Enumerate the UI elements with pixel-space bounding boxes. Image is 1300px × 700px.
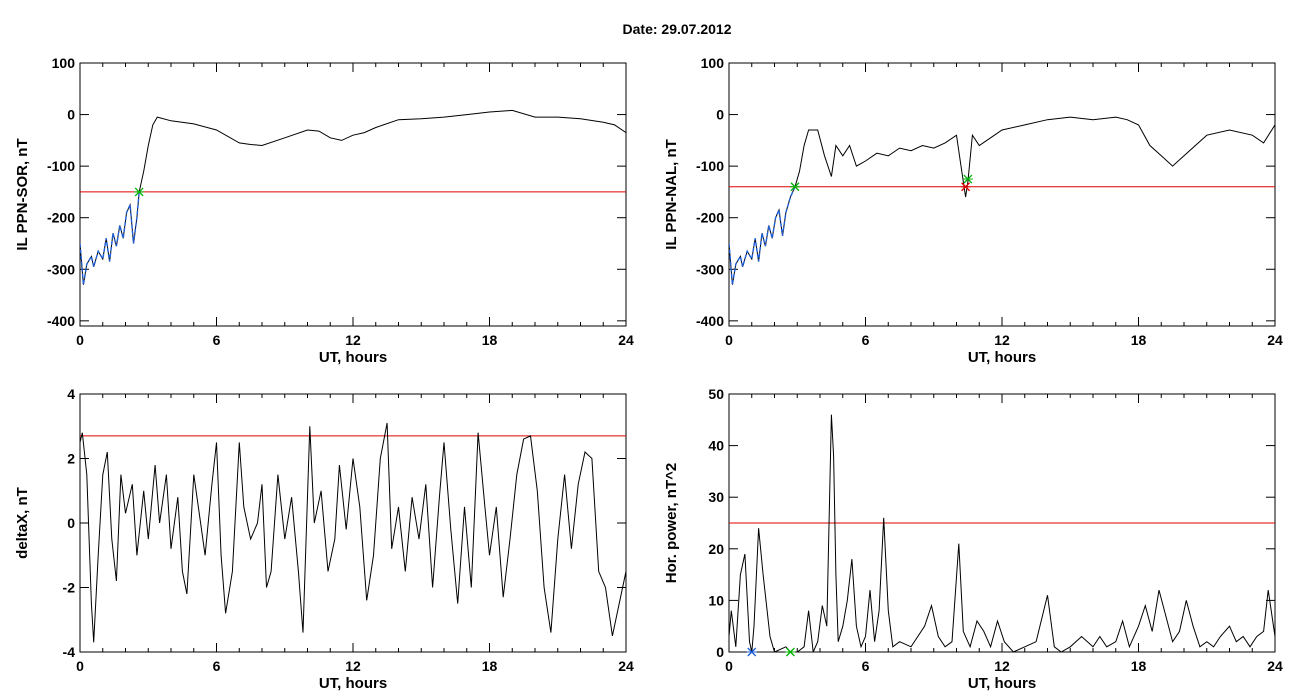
x-tick-label: 24 [618,658,634,674]
plot-area [80,422,626,643]
y-tick-label: -200 [47,210,75,226]
plot-area [729,414,1275,652]
y-tick-label: 100 [701,55,725,71]
plot-frame [79,393,627,653]
x-tick-label: 18 [482,332,498,348]
x-tick-label: 18 [1131,658,1147,674]
x-tick-label: 24 [1267,332,1283,348]
x-tick-label: 18 [1131,332,1147,348]
event-marker [962,174,973,184]
plot-area [729,116,1275,285]
y-tick-label: -300 [47,261,75,277]
y-axis-label: Hor. power, nT^2 [663,463,680,583]
y-tick-label: 0 [716,644,724,660]
x-tick-label: 12 [994,658,1010,674]
y-tick-label: -200 [696,210,724,226]
y-tick-label: 100 [52,55,76,71]
x-tick-label: 0 [725,658,733,674]
event-marker [746,647,757,657]
x-tick-label: 12 [345,332,361,348]
event-marker [134,187,145,197]
series-line [80,109,626,285]
y-tick-label: 2 [67,451,75,467]
y-axis-label: deltaX, nT [14,487,31,559]
x-tick-label: 12 [994,332,1010,348]
plot-frame [79,62,627,327]
x-tick-label: 12 [345,658,361,674]
y-tick-label: 30 [708,489,724,505]
highlight-segment [729,186,796,285]
y-tick-label: -4 [63,644,76,660]
y-tick-label: 0 [716,107,724,123]
x-axis-label: UT, hours [968,675,1036,692]
x-tick-label: 6 [213,658,221,674]
chart-panel-p4: 0 6 12 18 24 50 40 30 20 10 0 UT, hours Hor. power, … [663,386,1283,692]
event-marker [960,182,971,192]
series-line [80,422,626,643]
y-tick-label: -100 [47,158,75,174]
x-tick-label: 6 [213,332,221,348]
x-tick-label: 6 [862,658,870,674]
x-tick-label: 6 [862,332,870,348]
event-marker [785,647,796,657]
y-axis-label: IL PPN-SOR, nT [14,138,31,250]
x-axis-label: UT, hours [968,349,1036,366]
highlight-segment [80,191,140,285]
chart-panel-p1: 0 6 12 18 24 100 0 -100 -200 -300 -400 UT, hours IL … [14,55,634,366]
y-tick-label: -2 [63,580,76,596]
x-axis-label: UT, hours [319,675,387,692]
x-tick-label: 24 [618,332,634,348]
date-title: Date: 29.07.2012 [623,21,732,37]
y-tick-label: 0 [67,107,75,123]
y-tick-label: -300 [696,261,724,277]
x-tick-label: 0 [725,332,733,348]
y-tick-label: 20 [708,541,724,557]
chart-panel-p3: 0 6 12 18 24 4 2 0 -2 -4 UT, hours deltaX, nT [14,386,634,692]
plot-frame [728,62,1276,327]
x-axis-label: UT, hours [319,349,387,366]
y-tick-label: -400 [696,313,724,329]
y-axis-label: IL PPN-NAL, nT [663,139,680,250]
y-tick-label: -400 [47,313,75,329]
y-tick-label: 10 [708,592,724,608]
series-line [729,116,1275,285]
y-tick-label: 0 [67,515,75,531]
y-tick-label: 4 [67,386,75,402]
y-tick-label: -100 [696,158,724,174]
plot-area [80,109,626,285]
series-line [729,414,1275,652]
x-tick-label: 0 [76,332,84,348]
x-tick-label: 0 [76,658,84,674]
chart-panel-p2: 0 6 12 18 24 100 0 -100 -200 -300 -400 UT, hours IL … [663,55,1283,366]
y-tick-label: 40 [708,438,724,454]
y-tick-label: 50 [708,386,724,402]
event-marker [789,182,800,192]
x-tick-label: 24 [1267,658,1283,674]
x-tick-label: 18 [482,658,498,674]
